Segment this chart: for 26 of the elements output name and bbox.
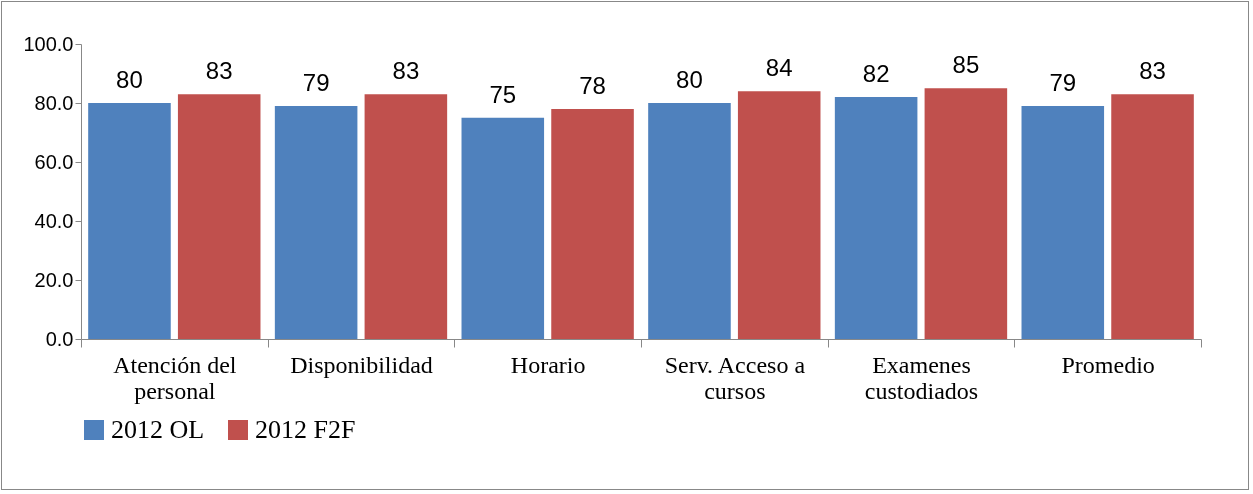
y-tick-label: 80.0 — [34, 91, 74, 114]
x-tick-label: Disponibilidad — [290, 351, 433, 378]
x-tick-label: Horario — [510, 351, 586, 378]
x-tick-label: Promedio — [1061, 351, 1155, 378]
x-tick-label: Serv. Acceso a cursos — [664, 351, 806, 404]
y-tick-label: 0.0 — [45, 327, 74, 350]
y-tick-label: 40.0 — [34, 209, 74, 232]
data-label: 82 — [862, 60, 890, 88]
data-label: 79 — [1049, 68, 1077, 96]
data-label: 80 — [116, 66, 143, 93]
data-label: 80 — [676, 66, 703, 93]
data-label: 83 — [1139, 57, 1166, 85]
data-label: 84 — [765, 54, 793, 82]
legend-label: 2012 OL — [111, 415, 205, 444]
data-label: 83 — [205, 57, 233, 85]
data-label: 85 — [952, 51, 980, 79]
y-tick-label: 20.0 — [34, 268, 74, 291]
data-label: 83 — [392, 57, 420, 85]
legend-label: 2012 F2F — [255, 415, 356, 444]
y-tick-label: 100.0 — [23, 32, 74, 55]
x-tick-label: Atención del personal — [113, 351, 237, 404]
data-label: 79 — [302, 68, 330, 96]
y-tick-label: 60.0 — [34, 150, 74, 173]
data-label: 78 — [579, 71, 606, 99]
data-label: 75 — [489, 80, 517, 108]
x-tick-label: Examenes custodiados — [864, 351, 979, 404]
